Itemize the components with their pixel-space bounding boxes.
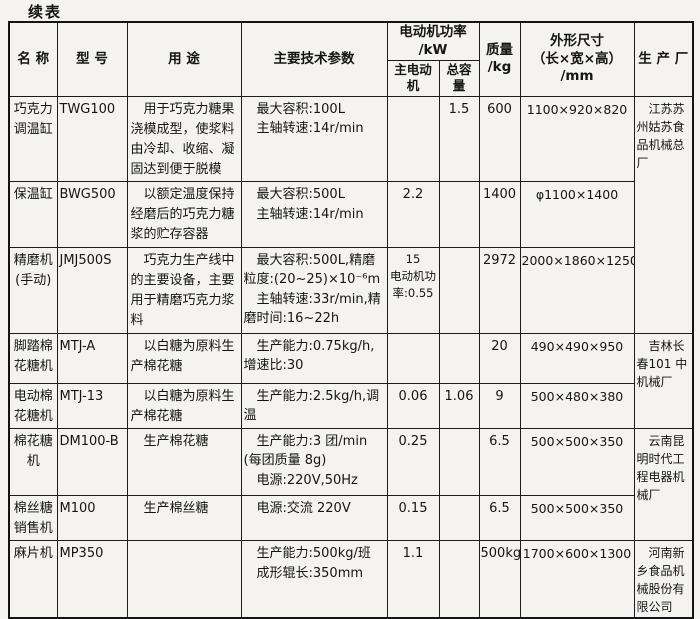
col-header-use: 用 途 [126,21,242,97]
cell-params: 生产能力:2.5kg/h,调 温 [240,382,388,429]
cell-model: TWG100 [56,95,128,183]
cell-name: 电动棉 花糖机 [8,382,58,429]
cell-mass: 2972 [478,246,521,334]
cell-dimensions: 500×500×350 [519,494,635,542]
header-row-1: 名 称 型 号 用 途 主要技术参数 电动机功率 /kW 质量 /kg 外形尺寸… [8,21,694,97]
cell-mass: 500kg [478,540,521,619]
cell-model: DM100-B [56,427,128,496]
cell-name: 麻片机 [8,540,58,619]
cell-mass: 20 [478,332,521,384]
col-header-motor-main: 主电动机 [386,60,440,97]
col-header-mass: 质量 /kg [478,21,521,97]
table-row: 电动棉 花糖机 MTJ-13 以白糖为原料生产棉花糖 生产能力:2.5kg/h,… [8,382,693,429]
col-header-model: 型 号 [56,21,128,97]
cell-motor-main [386,95,440,183]
cell-dimensions: 1700×600×1300 [519,540,635,619]
table-row: 脚踏棉 花糖机 MTJ-A 以白糖为原料生产棉花糖 生产能力:0.75kg/h,… [8,332,694,429]
cell-params: 最大容积:500L 主轴转速:14r/min [240,181,388,248]
cell-model: MTJ-13 [56,382,128,429]
cell-manufacturer: 云南昆明时代工程电器机械厂 [633,427,694,542]
cell-motor-total [438,181,480,248]
cell-model: MP350 [56,540,128,619]
cell-name: 精磨机 (手动) [8,246,58,334]
cell-params: 最大容积:100L 主轴转速:14r/min [240,95,388,183]
cell-use: 生产棉丝糖 [126,494,242,542]
cell-motor-total: 1.06 [438,382,480,429]
cell-manufacturer: 江苏苏州姑苏食品机械总厂 [633,95,694,334]
cell-params: 生产能力:0.75kg/h, 增速比:30 [240,332,388,384]
cell-motor-main: 0.25 [386,427,440,496]
cell-mass: 1400 [478,181,521,248]
col-header-motor-total: 总容量 [438,60,480,97]
cell-use: 以白糖为原料生产棉花糖 [126,332,242,384]
continued-table-label: 续表 [28,3,63,21]
cell-model: MTJ-A [56,332,128,384]
cell-use: 以额定温度保持经磨后的巧克力糖浆的贮存容器 [126,181,242,248]
cell-model: BWG500 [56,181,128,248]
cell-name: 脚踏棉 花糖机 [8,332,58,384]
cell-manufacturer: 河南新乡食品机械股份有限公司 [633,540,694,619]
table-row: 巧克力 调温缸 TWG100 用于巧克力糖果浇模成型，使浆料由冷却、收缩、凝固达… [8,95,694,334]
cell-dimensions: 1100×920×820 [519,95,635,183]
cell-dimensions: 490×490×950 [519,332,635,384]
cell-motor-main: 2.2 [386,181,440,248]
cell-name: 棉花糖 机 [8,427,58,496]
header-row-2: 主电动机 总容量 [9,60,693,97]
cell-use: 用于巧克力糖果浇模成型，使浆料由冷却、收缩、凝固达到便于脱模 [126,95,242,183]
col-header-dimensions: 外形尺寸 （长×宽×高） /mm [519,21,635,97]
cell-mass: 6.5 [478,427,521,496]
cell-motor-main: 1.1 [386,540,440,619]
table-row: 棉丝糖 销售机 M100 生产棉丝糖 电源:交流 220V 0.15 6.5 5… [8,494,693,542]
cell-motor-total: 1.5 [438,95,480,183]
cell-name: 巧克力 调温缸 [8,95,58,183]
cell-name: 保温缸 [8,181,58,248]
cell-model: M100 [56,494,128,542]
cell-params: 生产能力:3 团/min (每团质量 8g) 电源:220V,50Hz [240,427,388,496]
cell-use: 巧克力生产线中的主要设备，主要用于精磨巧克力浆料 [126,246,242,334]
cell-params: 最大容积:500L,精磨 粒度:(20~25)×10⁻⁶m 主轴转速:33r/m… [240,246,388,334]
cell-motor-total [438,494,480,542]
cell-motor-main: 0.06 [386,382,440,429]
cell-motor-main: 0.15 [386,494,440,542]
cell-mass: 9 [478,382,521,429]
cell-name: 棉丝糖 销售机 [8,494,58,542]
col-header-manufacturer: 生 产 厂 [633,21,694,97]
table-row: 麻片机 MP350 生产能力:500kg/班 成形辊长:350mm 1.1 50… [8,540,694,619]
cell-params: 电源:交流 220V [240,494,388,542]
cell-motor-total [438,332,480,384]
col-header-params: 主要技术参数 [240,21,388,97]
cell-params: 生产能力:500kg/班 成形辊长:350mm [240,540,388,619]
table-row: 精磨机 (手动) JMJ500S 巧克力生产线中的主要设备，主要用于精磨巧克力浆… [8,246,693,334]
cell-dimensions: φ1100×1400 [519,181,635,248]
table-row: 棉花糖 机 DM100-B 生产棉花糖 生产能力:3 团/min (每团质量 8… [8,427,694,542]
cell-dimensions: 500×500×350 [519,427,635,496]
cell-manufacturer: 吉林长春101 中机械厂 [633,332,694,429]
equipment-spec-table: 名 称 型 号 用 途 主要技术参数 电动机功率 /kW 质量 /kg 外形尺寸… [8,21,694,619]
col-header-motor-power: 电动机功率 /kW [386,21,480,62]
cell-motor-main [386,332,440,384]
cell-motor-total [438,246,480,334]
cell-motor-total [438,540,480,619]
cell-use [126,540,242,619]
cell-use: 生产棉花糖 [126,427,242,496]
col-header-name: 名 称 [8,21,58,97]
cell-model: JMJ500S [56,246,128,334]
table-row: 保温缸 BWG500 以额定温度保持经磨后的巧克力糖浆的贮存容器 最大容积:50… [8,181,693,248]
cell-mass: 6.5 [478,494,521,542]
cell-use: 以白糖为原料生产棉花糖 [126,382,242,429]
cell-mass: 600 [478,95,521,183]
cell-motor-total [438,427,480,496]
cell-dimensions: 500×480×380 [519,382,635,429]
cell-motor-main: 15 电动机功 率:0.55 [386,246,440,334]
cell-dimensions: 2000×1860×1250 [519,246,635,334]
